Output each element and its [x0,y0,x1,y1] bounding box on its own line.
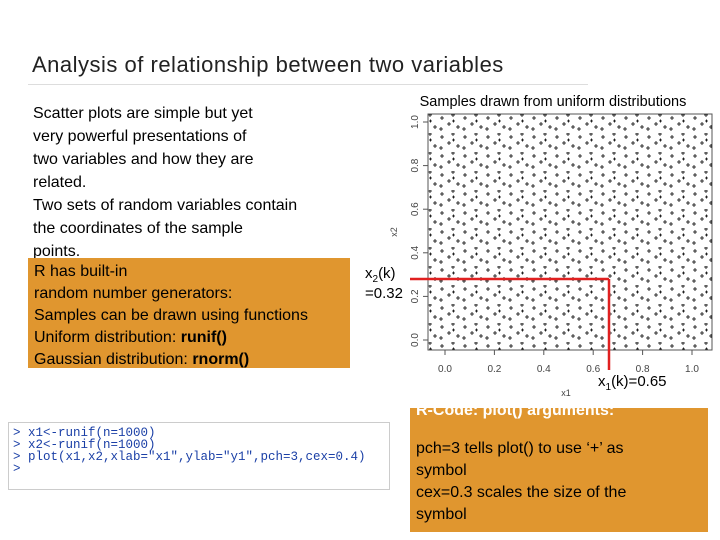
x-tick-label: 0.2 [487,364,501,375]
x-tick-label: 1.0 [685,364,699,375]
x-tick-label: 0.8 [636,364,650,375]
slide-title: Analysis of relationship between two var… [32,52,504,77]
args-line: cex=0.3 scales the size of the [416,484,627,501]
plot-background [386,108,720,408]
info-line: random number generators: [34,283,350,305]
args-line: symbol [416,462,467,479]
code-line: > x1<-runif(n=1000) [13,426,156,440]
args-box: R-Code: plot() arguments: pch=3 tells plo… [410,402,708,532]
info-line: Gaussian distribution: rnorm() [34,349,350,371]
info-text: random number generators: [34,285,233,302]
code-line: > [13,462,21,476]
y-annotation: x2(k) =0.32 [365,265,403,302]
x-tick-label: 0.6 [586,364,600,375]
r-info-box: R has built-in random number generators: S… [28,258,350,368]
info-text: Uniform distribution: [34,329,181,346]
function-name: runif() [180,329,227,346]
code-console: > x1<-runif(n=1000) > x2<-runif(n=1000) > … [8,422,390,490]
intro-line: very powerful presentations of [33,128,247,145]
y-tick-label: 0.4 [410,245,421,259]
plot-area [427,113,713,351]
args-line: pch=3 tells plot() to use ‘+’ as [416,440,624,457]
y-axis-label: x2 [389,227,399,237]
info-text: Samples can be drawn using functions [34,307,308,324]
intro-line: points. [33,243,81,260]
args-line: symbol [416,506,467,523]
info-text: Gaussian distribution: [34,351,193,368]
y-tick-label: 0.0 [410,333,421,347]
y-tick-label: 0.2 [410,289,421,303]
info-line: Samples can be drawn using functions [34,305,350,327]
plot-title: Samples drawn from uniform distributions [420,94,687,110]
x-tick-label: 0.0 [438,364,452,375]
intro-line: Two sets of random variables contain [33,197,298,214]
x-tick-label: 0.4 [537,364,551,375]
code-line: > x2<-runif(n=1000) [13,438,156,452]
y-tick-label: 0.6 [410,202,421,216]
function-name: rnorm() [192,351,250,368]
y-tick-label: 0.8 [410,158,421,172]
x-axis-label: x1 [561,388,571,398]
intro-text: Scatter plots are simple but yet very pow… [33,102,297,263]
code-line: > plot(x1,x2,xlab="x1",ylab="y1",pch=3,c… [13,450,366,464]
x-annotation: x1(k)=0.65 [598,373,667,393]
args-heading: R-Code: plot() arguments: [416,402,615,419]
intro-line: Scatter plots are simple but yet [33,105,253,122]
intro-line: the coordinates of the sample [33,220,243,237]
info-line: Uniform distribution: runif() [34,327,350,349]
info-line: R has built-in [34,261,350,283]
intro-line: related. [33,174,87,191]
y-tick-label: 1.0 [410,115,421,129]
info-text: R has built-in [34,263,128,280]
title-rule [28,84,588,85]
intro-line: two variables and how they are [33,151,254,168]
